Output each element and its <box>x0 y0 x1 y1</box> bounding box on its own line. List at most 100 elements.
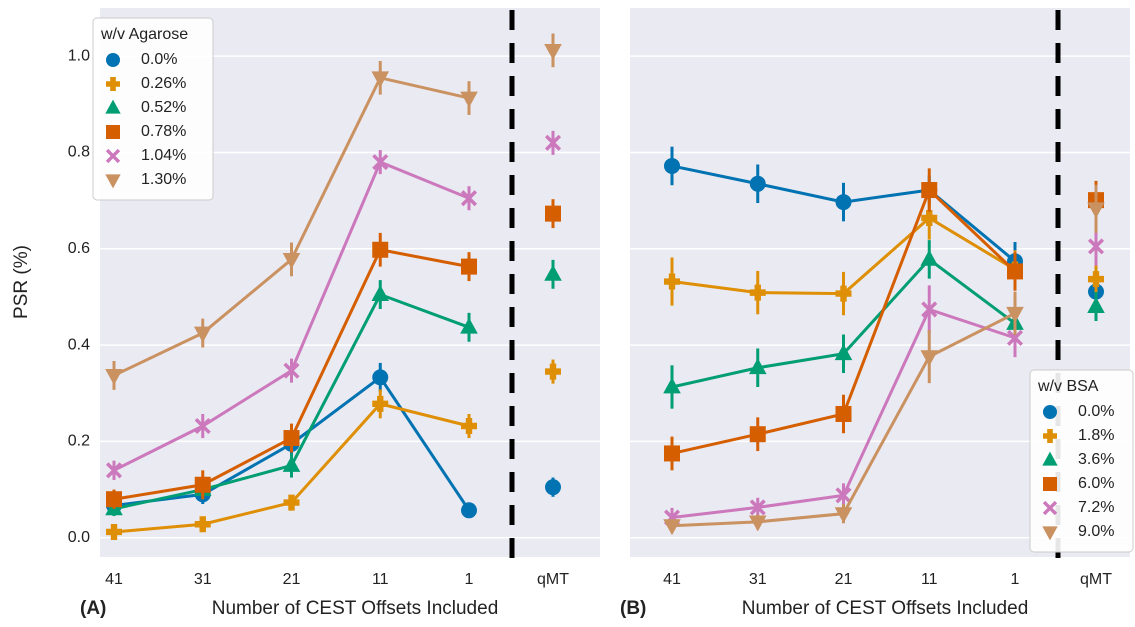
marker <box>105 99 121 114</box>
x-tick-label: 11 <box>372 571 389 588</box>
marker <box>1087 238 1105 255</box>
marker <box>461 502 477 519</box>
marker <box>106 125 120 139</box>
panel-label: (A) <box>80 598 106 619</box>
marker <box>461 258 477 275</box>
legend-label: 9.0% <box>1078 523 1114 540</box>
marker <box>1043 429 1057 443</box>
marker <box>461 418 477 435</box>
marker <box>372 154 389 171</box>
x-tick-label: 41 <box>105 571 123 588</box>
marker <box>283 362 300 379</box>
y-tick-label: 0.2 <box>68 433 90 450</box>
marker <box>460 317 478 334</box>
marker <box>749 284 766 301</box>
marker <box>921 182 938 199</box>
marker <box>663 377 681 394</box>
marker <box>106 523 122 540</box>
marker <box>921 301 938 318</box>
marker <box>372 241 389 258</box>
legend-box <box>92 17 214 201</box>
marker <box>106 491 122 508</box>
y-tick-label: 0.4 <box>68 336 90 353</box>
x-tick-label: 21 <box>835 571 853 588</box>
marker <box>105 462 123 479</box>
marker <box>193 326 212 343</box>
marker <box>835 194 852 211</box>
x-tick-label: 1 <box>465 571 474 588</box>
marker <box>1006 306 1024 323</box>
marker <box>545 205 561 222</box>
y-tick-label: 0.0 <box>68 529 90 546</box>
x-tick-label: 31 <box>749 571 767 588</box>
marker <box>920 249 939 266</box>
legend-label: 1.8% <box>1078 427 1114 444</box>
marker <box>921 209 938 226</box>
marker <box>1043 477 1057 491</box>
x-tick-label: 11 <box>921 571 938 588</box>
panel-label: (B) <box>620 598 646 619</box>
y-tick-label: 0.6 <box>68 240 90 257</box>
marker <box>748 358 767 375</box>
x-tick-label: 31 <box>194 571 212 588</box>
marker <box>194 417 211 435</box>
marker <box>105 369 123 386</box>
marker <box>371 284 390 301</box>
marker <box>1087 202 1105 219</box>
marker <box>1042 500 1058 516</box>
marker <box>1088 271 1104 288</box>
marker <box>194 476 211 493</box>
legend-label: 3.6% <box>1078 451 1114 468</box>
marker <box>749 499 766 516</box>
legend-label: 0.26% <box>141 75 186 92</box>
marker <box>663 519 681 536</box>
marker <box>544 134 562 151</box>
marker <box>664 445 680 462</box>
legend-label: 6.0% <box>1078 475 1114 492</box>
legend-title: w/v BSA <box>1037 378 1099 395</box>
legend-title: w/v Agarose <box>100 26 188 43</box>
marker <box>1087 296 1105 313</box>
marker <box>283 494 300 511</box>
x-tick-label: qMT <box>1080 571 1112 588</box>
marker <box>920 350 939 367</box>
marker <box>835 285 852 302</box>
marker <box>664 273 680 290</box>
marker <box>372 395 389 412</box>
legend-label: 0.78% <box>141 123 186 140</box>
marker <box>372 369 389 386</box>
marker <box>105 148 121 164</box>
marker <box>194 516 211 533</box>
x-tick-label: qMT <box>537 571 569 588</box>
legend-label: 0.52% <box>141 99 186 116</box>
marker <box>835 487 852 504</box>
marker <box>106 77 120 91</box>
y-tick-label: 0.8 <box>68 144 90 161</box>
marker <box>282 252 301 269</box>
legend-label: 1.30% <box>141 171 186 188</box>
marker <box>749 175 766 192</box>
x-tick-label: 21 <box>283 571 301 588</box>
marker <box>282 455 301 472</box>
marker <box>460 190 478 207</box>
marker <box>545 479 561 496</box>
marker <box>834 344 853 361</box>
marker <box>460 91 478 108</box>
marker <box>544 264 562 281</box>
legend-label: 7.2% <box>1078 499 1114 516</box>
legend-label: 1.04% <box>141 147 186 164</box>
marker <box>1006 329 1024 346</box>
marker <box>749 426 766 443</box>
marker <box>835 405 852 422</box>
marker <box>834 507 853 524</box>
legend-label: 0.0% <box>141 51 177 68</box>
marker <box>283 430 300 447</box>
y-tick-label: 1.0 <box>68 47 90 64</box>
x-axis-label: Number of CEST Offsets Included <box>212 598 499 619</box>
marker <box>545 363 561 380</box>
marker <box>371 71 390 88</box>
marker <box>1042 451 1058 466</box>
marker <box>1042 526 1058 541</box>
legend-label: 0.0% <box>1078 403 1114 420</box>
